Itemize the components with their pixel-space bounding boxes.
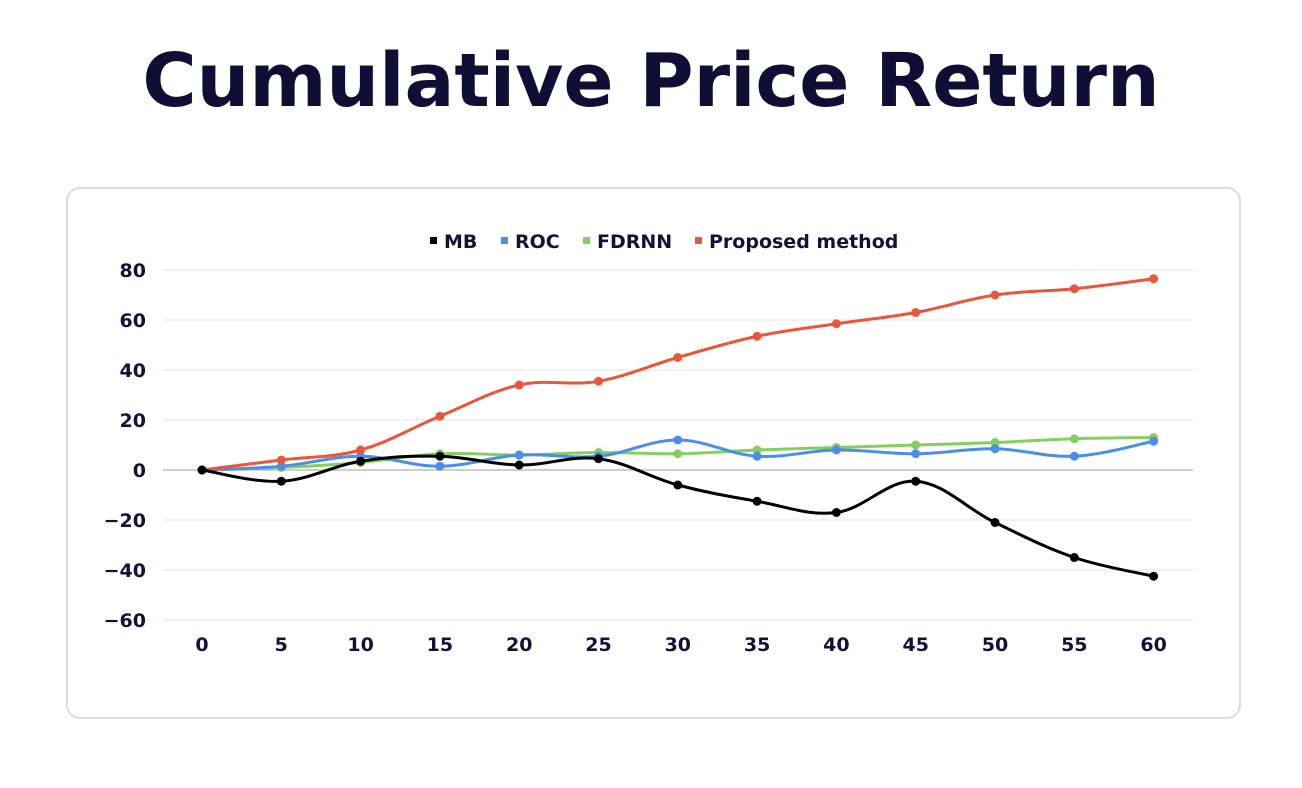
data-point-roc (276, 461, 286, 471)
y-tick-label: 0 (133, 460, 146, 482)
legend-swatch (695, 237, 702, 244)
gridlines (163, 269, 1193, 621)
legend-label: MB (444, 231, 477, 253)
y-tick-label: −20 (104, 510, 146, 532)
series-proposed-method (197, 274, 1159, 475)
data-point-proposed-method (356, 445, 366, 455)
chart-title: Cumulative Price Return (142, 38, 1160, 124)
data-point-mb (990, 518, 1000, 527)
data-point-roc (752, 451, 762, 461)
x-tick-label: 35 (744, 634, 770, 656)
data-point-fdrnn (990, 438, 1000, 447)
series-mb (197, 451, 1159, 581)
y-tick-label: −40 (104, 560, 146, 582)
x-tick-label: 0 (195, 634, 208, 656)
data-point-proposed-method (673, 353, 683, 362)
x-tick-label: 40 (823, 634, 849, 656)
data-point-fdrnn (911, 440, 921, 450)
data-point-proposed-method (752, 331, 762, 341)
data-point-mb (276, 476, 286, 486)
x-tick-label: 5 (275, 634, 288, 656)
data-point-proposed-method (594, 376, 603, 386)
legend-item-fdrnn: FDRNN (583, 231, 672, 253)
data-point-mb (1069, 553, 1079, 562)
series-roc (197, 435, 1159, 475)
x-tick-label: 45 (902, 634, 928, 656)
legend-label: Proposed method (709, 231, 898, 253)
data-point-roc (1149, 436, 1159, 446)
y-tick-label: 80 (120, 260, 146, 282)
data-point-roc (514, 450, 524, 460)
data-point-mb (673, 480, 683, 490)
data-point-proposed-method (514, 380, 524, 390)
data-point-mb (594, 454, 603, 464)
data-point-mb (435, 451, 445, 461)
chart-panel: 80 60 40 20 0 −20 −40 −60 0 5 10 15 20 25 30 35 40 45 50 5… (66, 187, 1241, 719)
line-chart: 80 60 40 20 0 −20 −40 −60 0 5 10 15 20 25 30 35 40 45 50 5… (104, 231, 1193, 656)
legend-swatch (501, 237, 508, 244)
x-tick-label: 50 (982, 634, 1008, 656)
y-tick-label: 20 (120, 410, 146, 432)
y-tick-label: −60 (104, 610, 146, 632)
data-point-fdrnn (752, 445, 762, 455)
legend-swatch (430, 237, 437, 244)
data-point-mb (514, 460, 524, 470)
series-lines (197, 274, 1159, 581)
data-point-proposed-method (1069, 284, 1079, 294)
legend-item-roc: ROC (501, 231, 560, 253)
y-axis-ticks: 80 60 40 20 0 −20 −40 −60 (104, 260, 146, 632)
data-point-roc (1069, 451, 1079, 461)
data-point-roc (990, 444, 1000, 454)
x-tick-label: 20 (506, 634, 532, 656)
legend-label: ROC (515, 231, 560, 253)
legend-swatch (583, 237, 590, 244)
data-point-roc (673, 435, 683, 445)
x-axis-ticks: 0 5 10 15 20 25 30 35 40 45 50 55 60 (195, 634, 1166, 656)
data-point-mb (356, 456, 366, 466)
y-tick-label: 40 (120, 360, 146, 382)
data-point-roc (435, 461, 445, 471)
x-tick-label: 15 (427, 634, 453, 656)
x-tick-label: 10 (347, 634, 373, 656)
data-point-mb (1149, 571, 1159, 581)
data-point-proposed-method (435, 411, 445, 421)
data-point-proposed-method (1149, 274, 1159, 284)
data-point-roc (911, 449, 921, 459)
legend-item-mb: MB (430, 231, 477, 253)
data-point-mb (831, 508, 841, 517)
data-point-fdrnn (1069, 434, 1079, 444)
data-point-proposed-method (276, 455, 286, 465)
data-point-mb (197, 465, 207, 475)
x-tick-label: 55 (1061, 634, 1087, 656)
y-tick-label: 60 (120, 310, 146, 332)
data-point-roc (831, 445, 841, 455)
x-tick-label: 30 (665, 634, 691, 656)
legend-item-proposed-method: Proposed method (695, 231, 898, 253)
legend-label: FDRNN (597, 231, 672, 253)
data-point-proposed-method (831, 319, 841, 329)
x-tick-label: 60 (1140, 634, 1166, 656)
series-line-mb (200, 454, 1156, 578)
data-point-mb (752, 496, 762, 506)
data-point-proposed-method (990, 290, 1000, 300)
data-point-mb (911, 476, 921, 486)
data-point-fdrnn (673, 449, 683, 459)
x-tick-label: 25 (585, 634, 611, 656)
data-point-proposed-method (911, 308, 921, 317)
legend: MB ROC FDRNN Proposed method (430, 231, 898, 253)
